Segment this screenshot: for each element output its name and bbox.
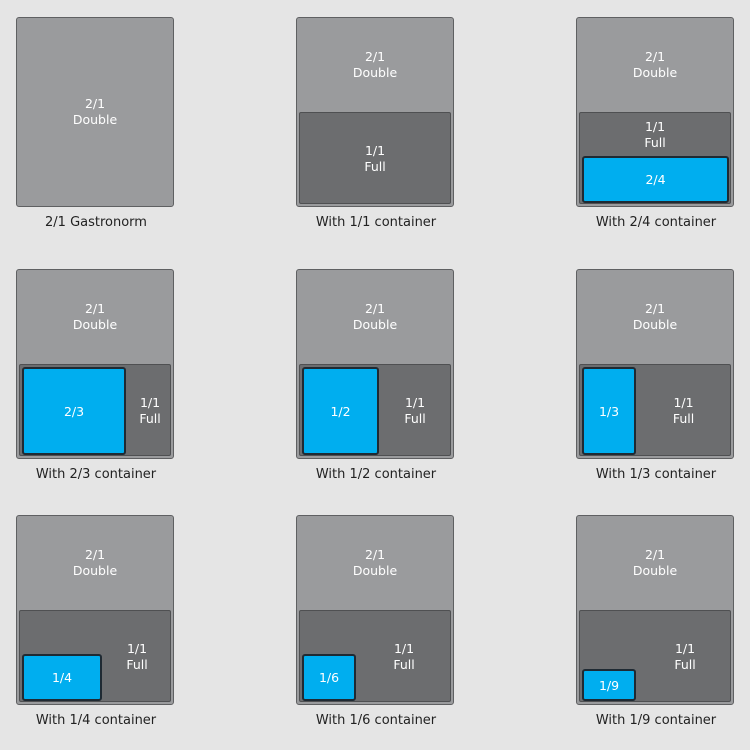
- full-label: 1/1 Full: [126, 641, 148, 672]
- double-label: 2/1 Double: [632, 49, 678, 80]
- double-label: 2/1 Double: [352, 547, 398, 578]
- double-pan: 2/1 Double: [16, 17, 174, 207]
- double-label: 2/1 Double: [632, 301, 678, 332]
- full-label: 1/1 Full: [644, 119, 666, 150]
- full-container: 1/1 Full 2/4: [579, 112, 731, 204]
- full-label: 1/1 Full: [364, 143, 386, 174]
- double-pan: 2/1 Double 1/1 Full 1/4: [16, 515, 174, 705]
- highlight-container: 1/4: [22, 654, 102, 701]
- full-label: 1/1 Full: [404, 395, 426, 426]
- full-container: 1/1 Full: [299, 112, 451, 204]
- full-label: 1/1 Full: [674, 641, 696, 672]
- highlight-container: 2/3: [22, 367, 126, 455]
- full-label: 1/1 Full: [672, 395, 695, 426]
- full-label: 1/1 Full: [393, 641, 415, 672]
- highlight-container: 2/4: [582, 156, 729, 203]
- full-container: 1/1 Full 1/2: [299, 364, 451, 456]
- highlight-container: 1/2: [302, 367, 379, 455]
- double-label: 2/1 Double: [352, 49, 398, 80]
- full-container: 1/1 Full 2/3: [19, 364, 171, 456]
- double-pan: 2/1 Double 1/1 Full 1/3: [576, 269, 734, 459]
- diagram-caption: With 1/1 container: [315, 215, 437, 230]
- double-label: 2/1 Double: [72, 96, 118, 127]
- double-pan: 2/1 Double 1/1 Full 2/4: [576, 17, 734, 207]
- full-container: 1/1 Full 1/6: [299, 610, 451, 702]
- full-container: 1/1 Full 1/4: [19, 610, 171, 702]
- highlight-container: 1/3: [582, 367, 636, 455]
- diagram-caption: With 1/3 container: [595, 467, 717, 482]
- double-pan: 2/1 Double 1/1 Full 1/6: [296, 515, 454, 705]
- double-label: 2/1 Double: [72, 301, 118, 332]
- diagram-caption: With 2/3 container: [35, 467, 157, 482]
- diagram-caption: With 1/9 container: [595, 713, 717, 728]
- double-pan: 2/1 Double 1/1 Full 1/9: [576, 515, 734, 705]
- diagram-caption: With 1/4 container: [35, 713, 157, 728]
- full-label: 1/1 Full: [139, 395, 161, 426]
- double-pan: 2/1 Double 1/1 Full 1/2: [296, 269, 454, 459]
- full-container: 1/1 Full 1/9: [579, 610, 731, 702]
- double-pan: 2/1 Double 1/1 Full 2/3: [16, 269, 174, 459]
- full-container: 1/1 Full 1/3: [579, 364, 731, 456]
- highlight-container: 1/6: [302, 654, 356, 701]
- diagram-caption: 2/1 Gastronorm: [45, 215, 147, 230]
- double-label: 2/1 Double: [72, 547, 118, 578]
- double-label: 2/1 Double: [632, 547, 678, 578]
- diagram-caption: With 1/6 container: [315, 713, 437, 728]
- diagram-caption: With 2/4 container: [595, 215, 717, 230]
- diagram-caption: With 1/2 container: [315, 467, 437, 482]
- highlight-container: 1/9: [582, 669, 636, 701]
- double-label: 2/1 Double: [352, 301, 398, 332]
- double-pan: 2/1 Double 1/1 Full: [296, 17, 454, 207]
